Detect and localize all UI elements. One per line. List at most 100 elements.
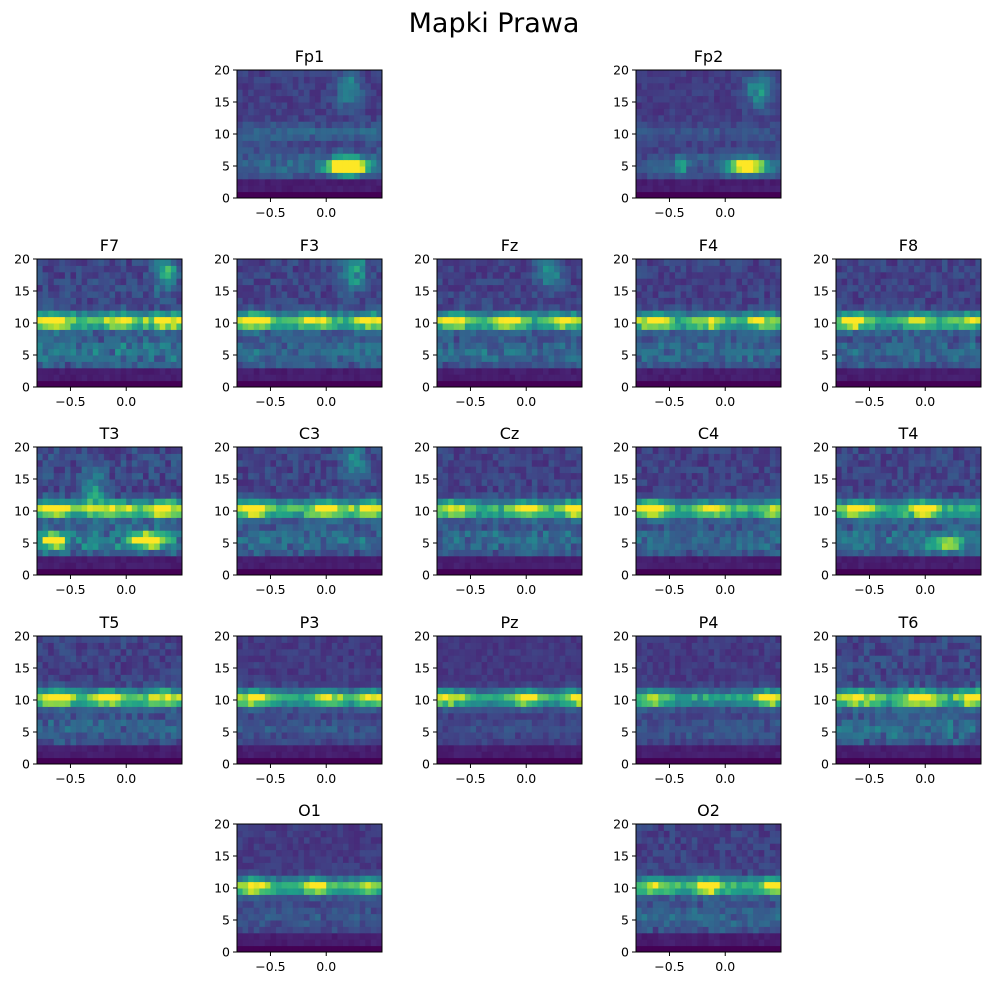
heatmap-cell	[298, 108, 305, 116]
heatmap-cell	[437, 549, 444, 557]
heatmap-cell	[448, 303, 455, 311]
heatmap-cell	[680, 259, 687, 266]
heatmap-cell	[520, 562, 527, 570]
heatmap-cell	[680, 121, 687, 129]
heatmap-cell	[159, 316, 166, 324]
heatmap-cell	[253, 447, 260, 454]
heatmap-cell	[509, 303, 516, 311]
heatmap-cell	[259, 323, 266, 330]
heatmap-cell	[154, 568, 161, 576]
heatmap-cell	[526, 303, 533, 311]
heatmap-cell	[370, 536, 377, 544]
heatmap-cell	[736, 297, 743, 305]
heatmap-cell	[836, 361, 843, 369]
heatmap-cell	[636, 153, 643, 161]
heatmap-cell	[691, 361, 698, 369]
heatmap-cell	[165, 355, 172, 362]
heatmap-cell	[264, 479, 271, 486]
heatmap-cell	[370, 191, 377, 199]
heatmap-cell	[487, 323, 494, 330]
heatmap-cell	[875, 265, 882, 273]
heatmap-cell	[487, 562, 494, 570]
heatmap-cell	[520, 259, 527, 266]
heatmap-cell	[248, 140, 255, 148]
heatmap-cell	[730, 297, 737, 305]
heatmap-cell	[165, 303, 172, 311]
heatmap-cell	[941, 335, 949, 343]
heatmap-cell	[165, 278, 172, 286]
heatmap-cell	[154, 310, 161, 318]
heatmap-cell	[647, 102, 654, 109]
heatmap-cell	[753, 278, 760, 286]
heatmap-cell	[248, 114, 255, 122]
heatmap-cell	[142, 498, 150, 506]
heatmap-cell	[503, 297, 510, 305]
heatmap-cell	[636, 114, 643, 122]
heatmap-cell	[537, 555, 544, 563]
heatmap-cell	[309, 555, 316, 563]
heatmap-cell	[565, 380, 572, 388]
heatmap-cell	[242, 310, 249, 318]
heatmap-cell	[531, 555, 538, 563]
heatmap-cell	[242, 89, 249, 97]
heatmap-cell	[775, 323, 782, 330]
heatmap-cell	[337, 153, 344, 161]
heatmap-cell	[847, 380, 854, 388]
heatmap-cell	[758, 374, 765, 382]
heatmap-cell	[81, 511, 88, 518]
heatmap-cell	[526, 259, 533, 266]
heatmap-cell	[714, 291, 721, 298]
heatmap-cell	[725, 284, 732, 292]
heatmap-cell	[81, 297, 88, 305]
heatmap-cell	[753, 95, 760, 103]
heatmap-cell	[691, 153, 698, 161]
heatmap-cell	[270, 466, 277, 474]
heatmap-cell	[259, 380, 266, 388]
heatmap-cell	[702, 271, 709, 279]
heatmap-cell	[498, 355, 505, 362]
heatmap-cell	[170, 335, 177, 343]
heatmap-cell	[303, 485, 310, 493]
heatmap-cell	[165, 297, 172, 305]
heatmap-cell	[298, 291, 305, 298]
heatmap-cell	[309, 523, 316, 531]
heatmap-cell	[148, 491, 155, 499]
heatmap-cell	[281, 568, 288, 576]
heatmap-cell	[326, 278, 333, 286]
heatmap-cell	[902, 342, 909, 350]
heatmap-cell	[326, 329, 333, 337]
heatmap-cell	[320, 536, 327, 544]
heatmap-cell	[264, 536, 271, 544]
heatmap-cell	[76, 278, 83, 286]
heatmap-cell	[103, 278, 110, 286]
heatmap-cell	[841, 265, 848, 273]
heatmap-cell	[53, 271, 60, 279]
heatmap-cell	[37, 543, 44, 550]
heatmap-cell	[570, 303, 577, 311]
heatmap-cell	[741, 108, 749, 116]
heatmap-cell	[37, 323, 44, 330]
heatmap-cell	[115, 329, 122, 337]
heatmap-cell	[697, 89, 704, 97]
heatmap-cell	[975, 374, 982, 382]
heatmap-cell	[276, 291, 283, 298]
heatmap-cell	[264, 459, 271, 467]
heatmap-cell	[481, 271, 488, 279]
heatmap-cell	[652, 127, 659, 135]
heatmap-cell	[76, 485, 83, 493]
heatmap-cell	[852, 265, 859, 273]
heatmap-cell	[526, 543, 533, 550]
heatmap-cell	[686, 265, 693, 273]
heatmap-cell	[554, 348, 561, 356]
heatmap-cell	[115, 323, 122, 330]
heatmap-cell	[259, 523, 266, 531]
heatmap-cell	[964, 329, 971, 337]
heatmap-cell	[492, 284, 499, 292]
heatmap-cell	[237, 127, 244, 135]
heatmap-cell	[481, 310, 488, 318]
heatmap-cell	[98, 491, 105, 499]
heatmap-cell	[242, 303, 249, 311]
heatmap-cell	[248, 466, 255, 474]
heatmap-cell	[342, 297, 350, 305]
